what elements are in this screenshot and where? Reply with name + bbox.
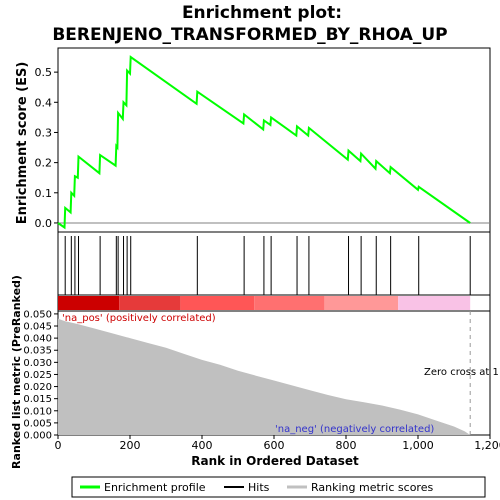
es-y-tick-label: 0.0: [35, 217, 53, 230]
metric-x-tick-label: 400: [192, 439, 213, 452]
es-y-tick-label: 0.3: [35, 126, 53, 139]
legend-ranking-metric-label: Ranking metric scores: [311, 481, 433, 494]
zero-cross-annotation: Zero cross at 1145: [424, 367, 500, 378]
metric-y-tick-label: 0.050: [23, 309, 52, 320]
metric-y-tick-label: 0.045: [23, 322, 52, 333]
metric-y-tick-label: 0.025: [23, 370, 52, 381]
heat-segment: [119, 296, 181, 310]
chart-title-line-1: Enrichment plot:: [182, 3, 342, 23]
metric-y-tick-label: 0.040: [23, 334, 52, 345]
metric-y-tick-label: 0.015: [23, 394, 52, 405]
es-y-tick-label: 0.5: [35, 66, 53, 79]
metric-x-tick-label: 600: [264, 439, 285, 452]
metric-y-tick-label: 0.000: [23, 431, 52, 442]
legend-enrichment-profile-label: Enrichment profile: [104, 481, 206, 494]
heat-segment: [398, 296, 471, 310]
heat-segment: [254, 296, 325, 310]
ranking-metric-area: [58, 318, 471, 435]
hits-panel-frame: [57, 231, 491, 296]
metric-y-tick-label: 0.005: [23, 418, 52, 429]
metric-x-tick-label: 200: [120, 439, 141, 452]
legend-box: [71, 476, 486, 498]
metric-x-tick-label: 0: [55, 439, 62, 452]
es-y-tick-label: 0.1: [35, 187, 53, 200]
metric-x-tick-label: 1,000: [402, 439, 434, 452]
metric-x-tick-label: 1,200: [474, 439, 500, 452]
metric-x-axis-label: Rank in Ordered Dataset: [191, 454, 359, 468]
es-panel-frame: [57, 47, 491, 233]
chart-title-line-2: BERENJENO_TRANSFORMED_BY_RHOA_UP: [52, 25, 447, 45]
es-y-axis-label: Enrichment score (ES): [15, 62, 30, 225]
enrichment-profile-line: [57, 55, 471, 230]
es-y-tick-label: 0.2: [35, 157, 53, 170]
neg-annotation: 'na_neg' (negatively correlated): [275, 424, 434, 435]
metric-y-tick-label: 0.035: [23, 346, 52, 357]
metric-y-tick-label: 0.030: [23, 358, 52, 369]
metric-y-tick-label: 0.010: [23, 406, 52, 417]
heat-segment: [58, 296, 120, 310]
heat-segment: [324, 296, 399, 310]
metric-y-tick-label: 0.020: [23, 382, 52, 393]
legend-hits-label: Hits: [248, 481, 270, 494]
pos-annotation: 'na_pos' (positively correlated): [62, 313, 216, 324]
heat-segment: [180, 296, 255, 310]
metric-y-axis-label: Ranked list metric (PreRanked): [10, 275, 23, 469]
es-y-tick-label: 0.4: [35, 96, 53, 109]
metric-x-tick-label: 800: [336, 439, 357, 452]
